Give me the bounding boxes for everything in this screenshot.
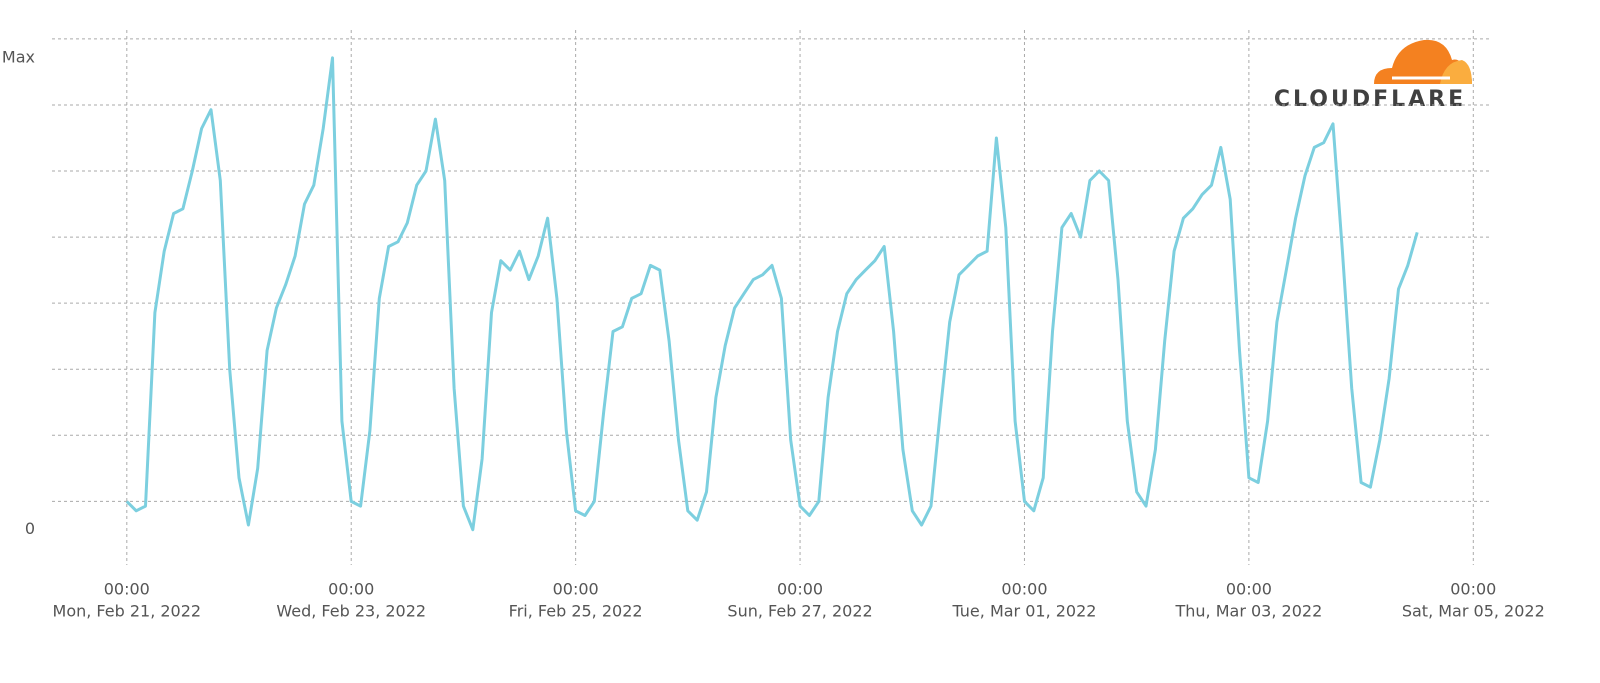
x-tick-label: Wed, Feb 23, 2022: [276, 602, 426, 621]
x-tick-label: 00:00: [328, 580, 374, 599]
x-tick-label: 00:00: [553, 580, 599, 599]
x-tick-label: 00:00: [777, 580, 823, 599]
x-tick-label: Thu, Mar 03, 2022: [1175, 602, 1323, 621]
data-line: [125, 56, 1419, 532]
x-tick-label: 00:00: [1450, 580, 1496, 599]
x-tick-label: Sat, Mar 05, 2022: [1402, 602, 1545, 621]
logo: CLOUDFLARE: [1274, 39, 1472, 112]
logo-text: CLOUDFLARE: [1274, 87, 1466, 112]
x-tick-label: Fri, Feb 25, 2022: [509, 602, 643, 621]
x-tick-label: 00:00: [1001, 580, 1047, 599]
x-tick-label: 00:00: [104, 580, 150, 599]
y-tick-label: Max: [2, 47, 35, 66]
x-tick-label: Sun, Feb 27, 2022: [727, 602, 872, 621]
y-tick-label: 0: [25, 519, 35, 538]
x-tick-label: Mon, Feb 21, 2022: [53, 602, 202, 621]
x-tick-label: 00:00: [1226, 580, 1272, 599]
x-tick-label: Tue, Mar 01, 2022: [951, 602, 1096, 621]
